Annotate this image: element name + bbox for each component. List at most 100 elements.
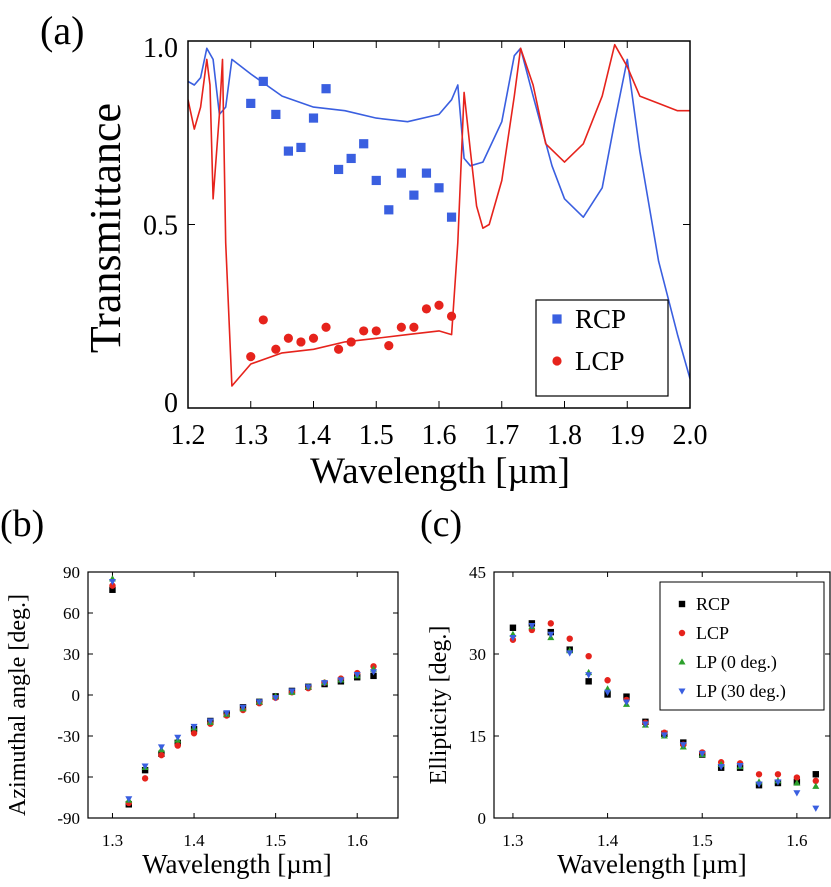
panel-c-point-lp-30-deg-	[660, 732, 668, 739]
panel-c-y-tick-label: 45	[469, 563, 486, 582]
panel-c-legend: RCP LCP LP (0 deg.) LP (30 deg.)	[659, 581, 825, 711]
panel-a-y-tick-label: 1.0	[143, 33, 178, 64]
panel-b-point-lp-30-deg-	[321, 680, 329, 687]
panel-a-point-rcp	[396, 168, 406, 178]
panel-b-y-tick-label: -60	[57, 768, 80, 787]
panel-b-x-tick-label: 1.5	[265, 831, 286, 850]
panel-a-point-lcp	[409, 322, 419, 332]
panel-c-point-lp-0-deg-	[812, 782, 820, 789]
panel-a-legend-marker-lcp	[552, 356, 562, 366]
panel-c-point-lp-30-deg-	[755, 781, 763, 788]
panel-c-point-rcp	[623, 693, 630, 700]
panel-b-point-lcp	[190, 730, 198, 737]
panel-a-point-rcp	[359, 139, 369, 149]
panel-c-x-tick-label: 1.4	[597, 831, 619, 850]
panel-a-x-tick-label: 1.8	[547, 420, 582, 451]
panel-c-legend-label-lp-0-deg-: LP (0 deg.)	[696, 652, 777, 673]
panel-a-point-rcp	[246, 98, 256, 108]
panel-b-frame	[87, 571, 399, 819]
panel-a-point-lcp	[246, 352, 256, 362]
panel-b-y-tick-label: -90	[57, 809, 80, 828]
panel-b-point-lp-30-deg-	[174, 734, 182, 742]
panel-b-point-lp-30-deg-	[141, 763, 149, 770]
panel-a-chart: (a) 1.2 1.3 1.4 1.5 1.6 1.7 1.8 1.9 2.0 0 0.5 1.0 R…	[40, 8, 708, 492]
panel-a-point-lcp	[434, 300, 444, 310]
panel-c-point-lp-0-deg-	[793, 779, 801, 786]
panel-a-legend-marker-rcp	[552, 314, 562, 324]
panel-b-point-rcp	[109, 586, 116, 593]
panel-b-label: (b)	[0, 503, 44, 545]
panel-b-y-tick-label: 30	[63, 645, 80, 664]
panel-c-x-axis-label: Wavelength [µm]	[557, 849, 747, 879]
panel-a-y-axis-label: Transmittance	[81, 103, 130, 353]
panel-a-point-rcp	[409, 190, 419, 200]
panel-a-point-lcp	[271, 344, 281, 354]
panel-a-legend-label-lcp: LCP	[575, 346, 625, 376]
panel-a-point-lcp	[346, 337, 356, 347]
panel-a-x-tick-label: 1.7	[484, 420, 519, 451]
panel-c-point-lcp	[774, 771, 782, 778]
panel-a-frame	[187, 40, 691, 409]
panel-b-point-lp-30-deg-	[239, 704, 247, 711]
panel-a-x-tick-label: 1.4	[296, 420, 331, 451]
panel-a-x-tick-label: 1.2	[171, 420, 206, 451]
panel-a-point-rcp	[371, 175, 381, 186]
panel-c-point-lp-30-deg-	[641, 721, 649, 728]
panel-c-legend-marker-lp-30-deg-	[678, 688, 686, 695]
panel-c-y-axis-label: Ellipticity [deg.]	[426, 626, 452, 785]
panel-c-legend-marker-rcp	[678, 600, 686, 608]
panel-a-point-rcp	[321, 84, 331, 94]
panel-a-series-layer	[188, 43, 690, 387]
panel-b-point-lcp	[174, 742, 181, 749]
panel-a-point-rcp	[346, 153, 356, 164]
panel-c-point-lcp	[604, 677, 611, 684]
panel-a-x-tick-label: 2.0	[673, 420, 708, 451]
panel-a-line-lcp-simulated	[188, 43, 690, 387]
panel-b-point-lp-30-deg-	[370, 669, 378, 676]
panel-c-point-lp-30-deg-	[793, 790, 801, 797]
panel-b-x-tick-label: 1.4	[183, 831, 205, 850]
panel-c-point-lp-30-deg-	[585, 672, 593, 679]
panel-b-x-tick-label: 1.6	[347, 831, 368, 850]
panel-c-point-lcp	[566, 635, 573, 642]
panel-a-point-rcp	[258, 76, 268, 86]
panel-c-point-lp-30-deg-	[566, 650, 574, 657]
panel-c-point-lp-30-deg-	[622, 699, 631, 706]
panel-a-x-tick-label: 1.5	[359, 420, 394, 451]
panel-b-point-lp-30-deg-	[125, 796, 133, 803]
panel-c-x-tick-label: 1.3	[502, 831, 523, 850]
panel-a-x-tick-label: 1.3	[233, 420, 268, 451]
panel-c-point-lp-30-deg-	[679, 742, 687, 749]
panel-a-point-lcp	[321, 322, 331, 332]
panel-b-y-tick-label: -30	[57, 727, 80, 746]
panel-c-point-lcp	[793, 774, 801, 781]
panel-b-y-tick-label: 90	[63, 563, 80, 582]
panel-a-point-lcp	[283, 333, 293, 343]
panel-a-point-lcp	[308, 333, 319, 343]
panel-b-y-axis-label: Azimuthal angle [deg.]	[5, 594, 31, 816]
panel-b-point-rcp	[141, 766, 149, 774]
panel-a-point-lcp	[446, 311, 457, 321]
panel-c-point-lp-30-deg-	[604, 689, 612, 696]
panel-a-point-lcp	[371, 326, 381, 336]
panel-c-point-lp-30-deg-	[736, 762, 744, 770]
panel-a-line-rcp-simulated	[188, 47, 690, 379]
panel-c-y-tick-label: 30	[469, 645, 486, 664]
panel-c-legend-marker-lcp	[678, 629, 686, 637]
panel-a-point-lcp	[421, 304, 432, 314]
panel-a-point-lcp	[334, 344, 344, 354]
panel-a-point-rcp	[308, 113, 319, 123]
panel-c-x-tick-label: 1.6	[786, 831, 807, 850]
panel-c-point-lcp	[547, 620, 554, 627]
panel-a-point-lcp	[384, 341, 394, 351]
panel-b-x-tick-label: 1.3	[102, 831, 123, 850]
panel-c-y-tick-label: 0	[478, 809, 487, 828]
panel-c-y-tick-label: 15	[469, 727, 486, 746]
panel-c-legend-box	[659, 581, 825, 711]
panel-b-point-lp-30-deg-	[272, 695, 280, 702]
panel-c-legend-marker-lp-0-deg-	[678, 658, 686, 665]
panel-c-point-lp-30-deg-	[547, 631, 555, 638]
panel-b-point-lp-30-deg-	[304, 684, 312, 691]
panel-c-legend-label-lcp: LCP	[696, 623, 729, 643]
